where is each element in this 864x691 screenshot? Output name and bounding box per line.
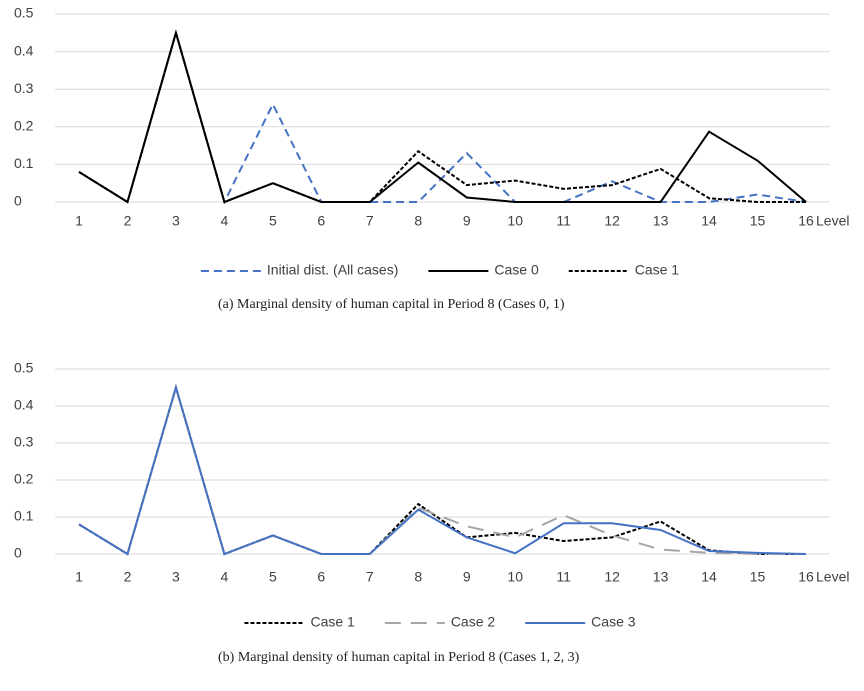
legend-label: Case 0	[494, 262, 539, 278]
x-axis-label: Level	[816, 213, 849, 229]
caption: (a) Marginal density of human capital in…	[218, 297, 565, 312]
y-tick-label: 0.2	[14, 118, 34, 134]
x-tick-label: 4	[221, 569, 229, 585]
x-tick-label: 1	[75, 213, 83, 229]
x-tick-label: 7	[366, 213, 374, 229]
y-tick-label: 0.5	[14, 5, 34, 21]
y-tick-label: 0.5	[14, 360, 34, 376]
x-tick-label: 10	[507, 213, 523, 229]
legend-label: Case 3	[591, 614, 636, 630]
legend-label: Case 1	[635, 262, 680, 278]
data-line	[78, 29, 806, 204]
x-tick-label: 13	[653, 569, 669, 585]
x-tick-label: 5	[269, 569, 277, 585]
x-tick-label: 3	[172, 569, 180, 585]
y-tick-label: 0.1	[14, 508, 34, 524]
x-tick-label: 14	[701, 213, 717, 229]
x-tick-label: 2	[124, 569, 132, 585]
x-tick-label: 16	[798, 213, 814, 229]
x-tick-label: 13	[653, 213, 669, 229]
x-tick-label: 11	[556, 569, 571, 585]
x-tick-label: 9	[463, 213, 471, 229]
data-line	[78, 383, 806, 556]
y-tick-label: 0	[14, 545, 22, 561]
x-tick-label: 6	[317, 213, 325, 229]
x-tick-label: 4	[221, 213, 229, 229]
x-tick-label: 9	[463, 569, 471, 585]
x-tick-label: 12	[604, 213, 620, 229]
x-tick-label: 8	[414, 569, 422, 585]
x-tick-label: 2	[124, 213, 132, 229]
x-tick-label: 12	[604, 569, 620, 585]
x-tick-label: 10	[507, 569, 523, 585]
data-line	[78, 29, 807, 205]
x-tick-label: 8	[414, 213, 422, 229]
x-tick-label: 7	[366, 569, 374, 585]
legend-label: Case 1	[310, 614, 355, 630]
x-axis-label: Level	[816, 569, 849, 585]
y-tick-label: 0.4	[14, 397, 34, 413]
y-tick-label: 0	[14, 193, 22, 209]
x-tick-label: 15	[750, 213, 766, 229]
y-tick-label: 0.2	[14, 471, 34, 487]
data-line	[78, 383, 807, 556]
x-tick-label: 15	[750, 569, 766, 585]
x-tick-label: 5	[269, 213, 277, 229]
data-line	[78, 383, 806, 556]
x-tick-label: 14	[701, 569, 717, 585]
x-tick-label: 1	[75, 569, 83, 585]
x-tick-label: 11	[556, 213, 571, 229]
x-tick-label: 6	[317, 569, 325, 585]
legend-label: Case 2	[451, 614, 496, 630]
legend-label: Initial dist. (All cases)	[267, 262, 398, 278]
y-tick-label: 0.4	[14, 42, 34, 58]
y-tick-label: 0.1	[14, 155, 34, 171]
caption: (b) Marginal density of human capital in…	[218, 650, 580, 665]
x-tick-label: 3	[172, 213, 180, 229]
y-tick-label: 0.3	[14, 80, 34, 96]
y-tick-label: 0.3	[14, 434, 34, 450]
x-tick-label: 16	[798, 569, 814, 585]
